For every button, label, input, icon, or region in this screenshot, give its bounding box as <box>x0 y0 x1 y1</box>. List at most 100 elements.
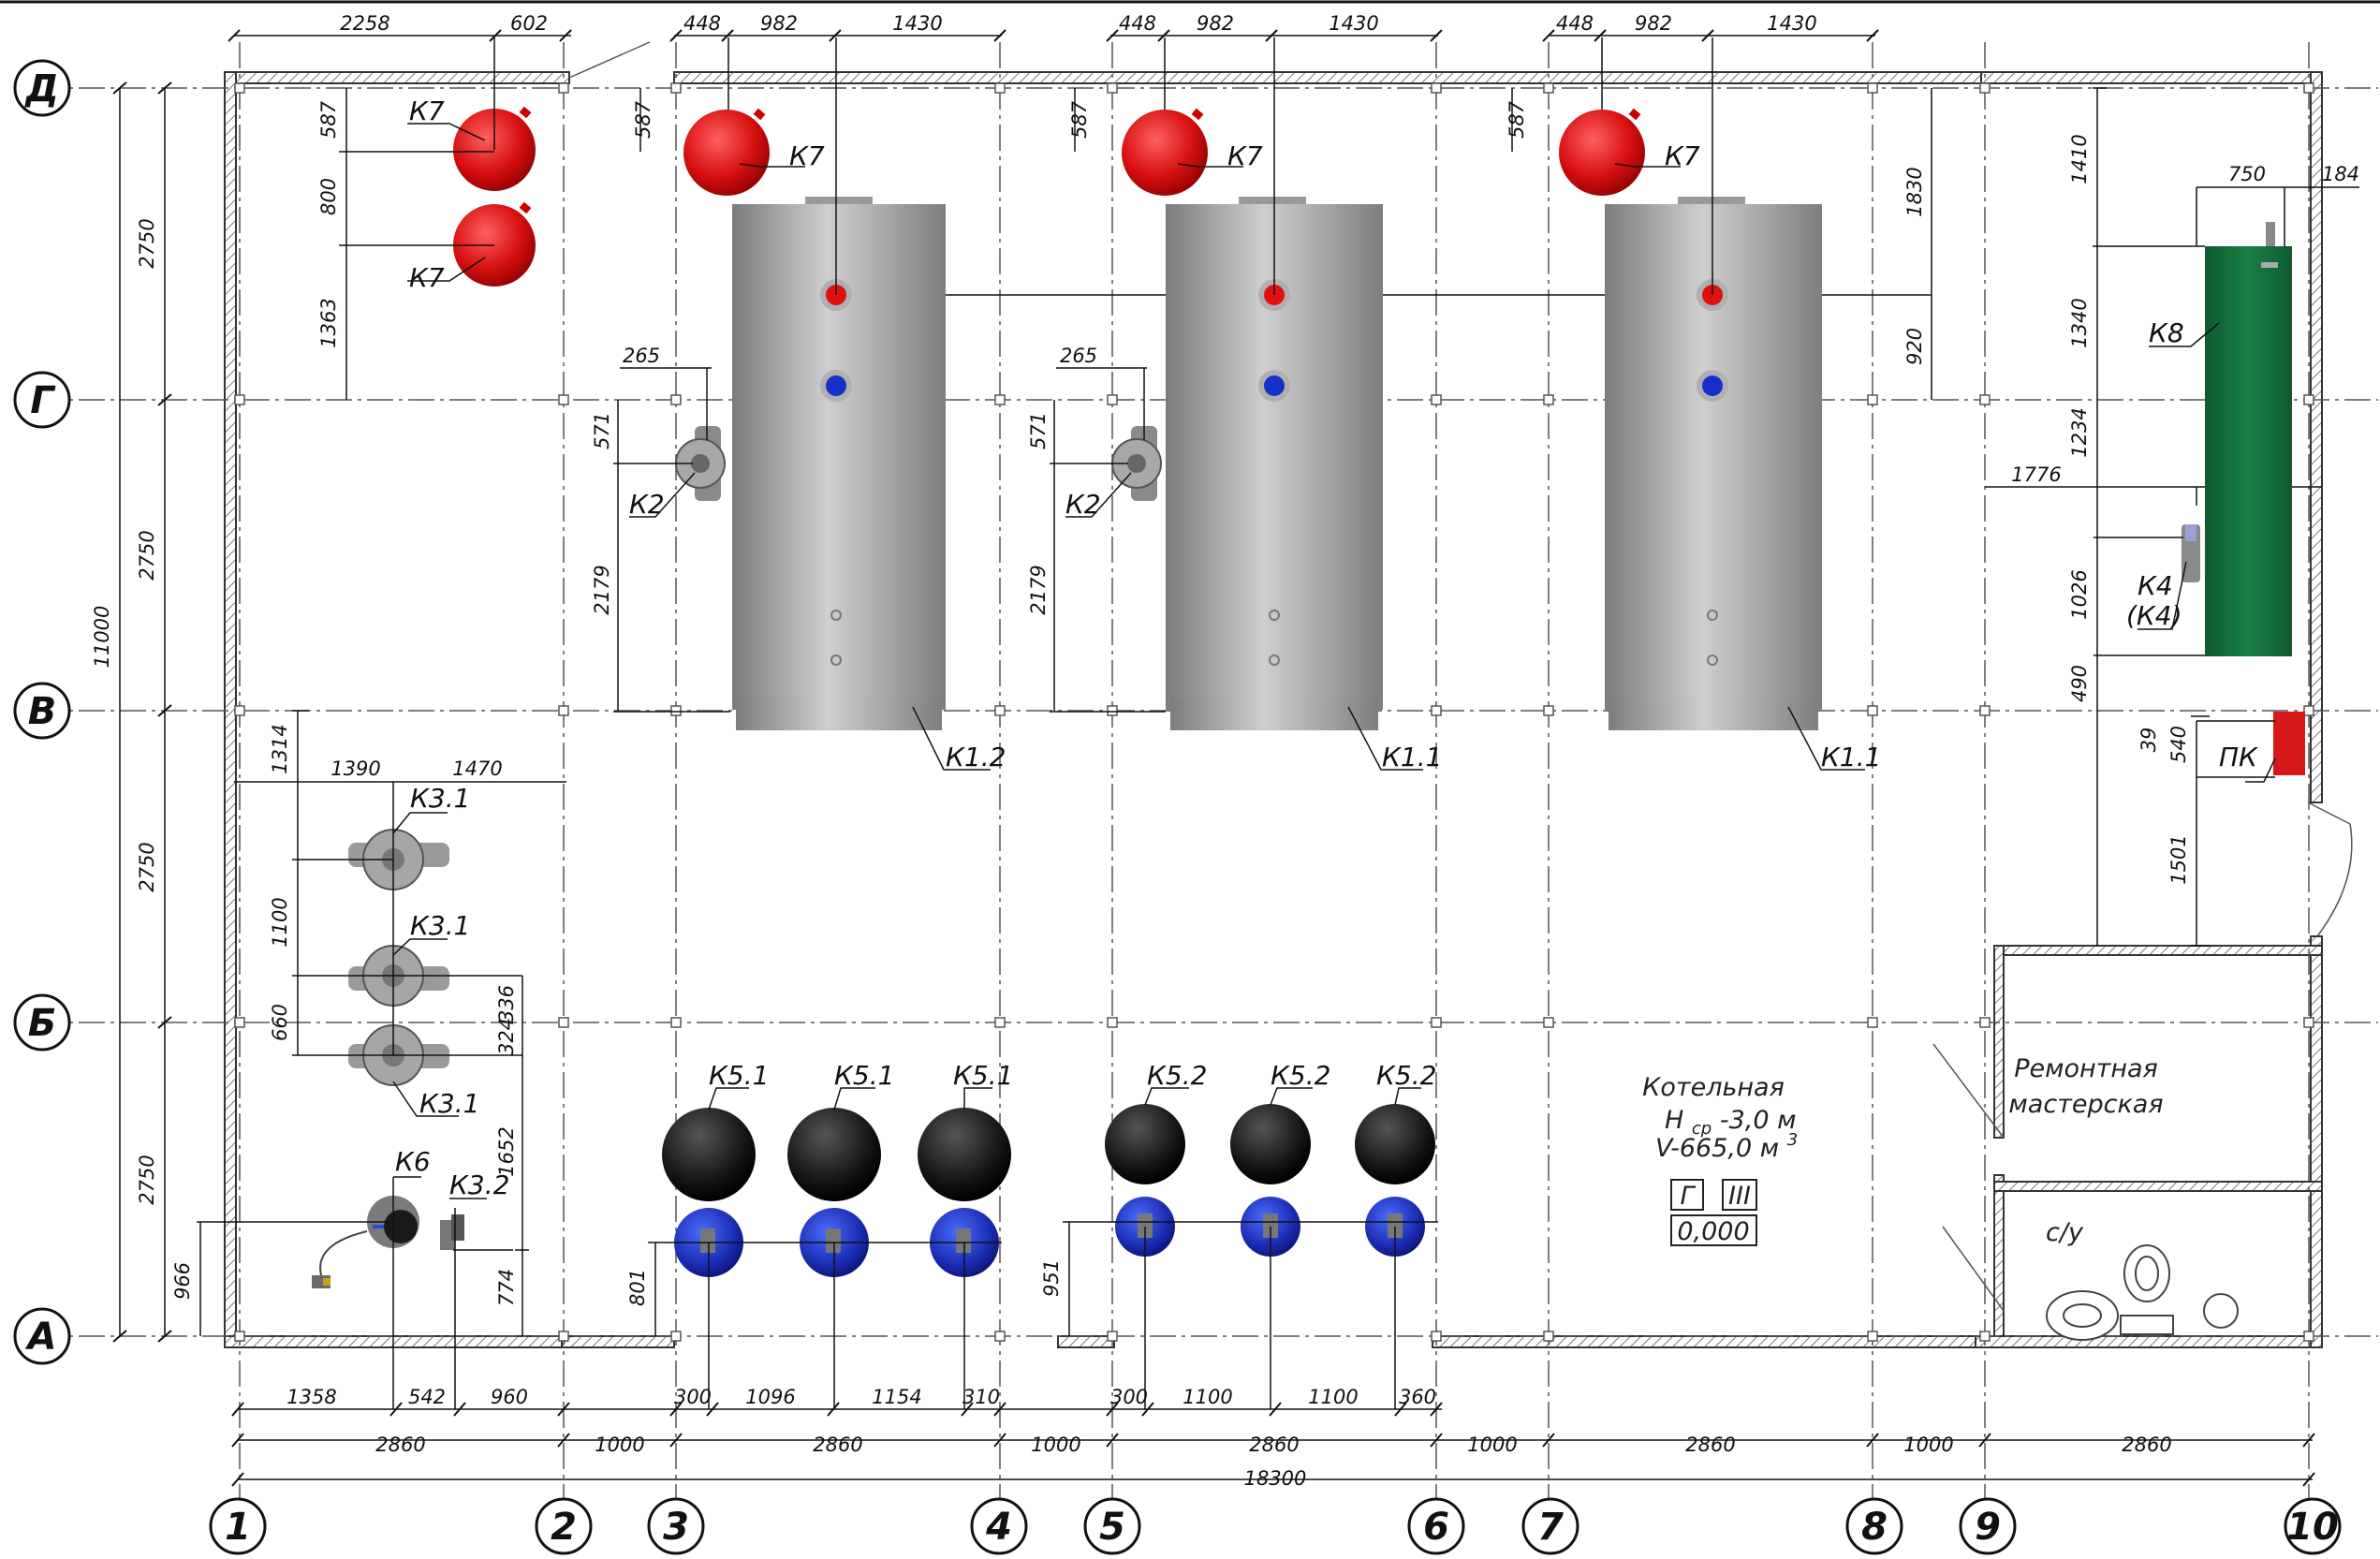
dim-right-490: 490 <box>2068 665 2091 702</box>
dim-filter-951: 951 <box>1040 1259 1063 1297</box>
axis-label-9: 9 <box>1975 1506 2001 1549</box>
dim-top-t1-448: 448 <box>683 12 721 35</box>
label-k1-1-b: К1.1 <box>1821 742 1881 772</box>
dim-bottom-300a: 300 <box>674 1386 712 1408</box>
axis-label-a: А <box>25 1316 57 1359</box>
dim-left-2750b: 2750 <box>136 530 158 580</box>
label-k3-2: К3.2 <box>449 1169 509 1200</box>
dim-right-39: 39 <box>2138 728 2160 753</box>
dim-right-1026: 1026 <box>2068 569 2091 619</box>
axis-label-d: Д <box>23 67 59 110</box>
dim-bottom-1358: 1358 <box>286 1386 336 1408</box>
axis-label-g: Г <box>30 379 56 422</box>
boiler-k1-2 <box>732 197 946 730</box>
dim-right-1776: 1776 <box>2011 463 2061 486</box>
axis-bubbles-horizontal <box>209 1497 2342 1555</box>
dimension-texts: 1358 542 960 300 1096 1154 310 300 1100 … <box>91 12 2359 1490</box>
dim-bottom-300b: 300 <box>1110 1386 1148 1408</box>
category-box <box>1670 1179 1704 1211</box>
room-h-label: Н <box>1665 1106 1683 1135</box>
label-k5-2-c: К5.2 <box>1376 1060 1436 1091</box>
label-k7-3: К7 <box>789 140 825 171</box>
filters-k5-2 <box>1105 1104 1435 1257</box>
label-k1-2: К1.2 <box>946 742 1006 772</box>
axis-label-3: 3 <box>663 1506 689 1549</box>
dim-k6-966: 966 <box>171 1262 194 1300</box>
dim-exp-587: 587 <box>317 100 340 139</box>
dim-tank3-587: 587 <box>1506 100 1528 139</box>
room-workshop-1: Ремонтная <box>2014 1054 2158 1083</box>
walls <box>224 41 2353 1348</box>
axis-label-1: 1 <box>225 1506 251 1549</box>
dim-right-1340: 1340 <box>2068 298 2091 347</box>
dim-bottom-542: 542 <box>408 1386 446 1408</box>
dim-tank2-587: 587 <box>1068 100 1091 139</box>
room-level: 0,000 <box>1677 1217 1749 1246</box>
dim-top-t1-1430: 1430 <box>892 12 942 35</box>
k2-leaders <box>613 368 1166 713</box>
dim-top-t2-448: 448 <box>1119 12 1156 35</box>
axis-label-8: 8 <box>1861 1506 1888 1549</box>
dim-span-3: 2860 <box>1249 1434 1299 1456</box>
dim-left-2750a: 2750 <box>136 218 158 268</box>
dim-bottom-360: 360 <box>1399 1386 1436 1408</box>
pump-k2-a <box>675 426 726 501</box>
dim-top-t3-982: 982 <box>1635 12 1672 35</box>
label-k5-1-b: К5.1 <box>834 1060 894 1091</box>
dim-left-2750d: 2750 <box>136 1155 158 1204</box>
dimension-ticks <box>112 29 2315 1487</box>
dim-span-4: 2860 <box>1685 1434 1735 1456</box>
dim-right-750: 750 <box>2228 163 2266 185</box>
dim-top-t1-982: 982 <box>760 12 798 35</box>
boiler-k1-1b <box>1605 197 1822 730</box>
label-k7-4: К7 <box>1227 140 1263 171</box>
dim-k3-660: 660 <box>269 1004 291 1041</box>
label-k5-1-c: К5.1 <box>953 1060 1013 1091</box>
k3-leaders <box>292 710 522 1117</box>
dim-right-1830: 1830 <box>1903 167 1926 216</box>
label-k5-2-b: К5.2 <box>1271 1060 1330 1091</box>
label-k3-1-a: К3.1 <box>410 783 470 814</box>
axis-label-6: 6 <box>1423 1506 1449 1549</box>
axis-label-7: 7 <box>1537 1506 1564 1549</box>
room-h-value: -3,0 м <box>1720 1106 1797 1135</box>
dim-bottom-1100b: 1100 <box>1308 1386 1358 1408</box>
dim-k2a-571: 571 <box>591 412 613 449</box>
dim-k3-1390: 1390 <box>331 757 380 780</box>
dim-right-184: 184 <box>2322 163 2359 185</box>
dim-overall-width: 18300 <box>1244 1467 1307 1490</box>
dim-bottom-310: 310 <box>962 1386 1000 1408</box>
label-k7-5: К7 <box>1665 140 1700 171</box>
dim-left-2750c: 2750 <box>136 842 158 891</box>
dim-span-5: 2860 <box>2122 1434 2171 1456</box>
label-k7-1: К7 <box>409 96 445 126</box>
unit-k8 <box>2205 222 2292 656</box>
axis-bubbles-vertical <box>13 59 71 1365</box>
label-k7-2: К7 <box>409 262 445 293</box>
label-k4-alt: (К4) <box>2126 600 2182 631</box>
dim-top-2258: 2258 <box>340 12 389 35</box>
k6-leaders <box>197 1176 529 1409</box>
label-k8: К8 <box>2149 317 2184 348</box>
dim-k2b-2179: 2179 <box>1027 565 1050 614</box>
axis-label-10: 10 <box>2286 1506 2339 1549</box>
dim-gap-1: 1000 <box>595 1434 644 1456</box>
filters-k5-1 <box>662 1108 1011 1277</box>
dim-bottom-1100a: 1100 <box>1183 1386 1232 1408</box>
fire-class-box <box>1722 1179 1757 1211</box>
dim-bottom-1096: 1096 <box>745 1386 795 1408</box>
dim-right-1234: 1234 <box>2068 407 2091 457</box>
wc-fixtures <box>2046 1244 2239 1341</box>
room-h-sub: ср <box>1692 1119 1712 1139</box>
axis-label-5: 5 <box>1099 1506 1125 1549</box>
dim-k2a-265: 265 <box>623 345 660 367</box>
dim-right-540: 540 <box>2167 726 2190 763</box>
grid-markers <box>234 82 2314 1342</box>
dim-k3-1470: 1470 <box>452 757 502 780</box>
dim-filter-801: 801 <box>626 1269 649 1306</box>
axis-label-2: 2 <box>551 1506 577 1549</box>
unit-pk <box>2273 712 2305 775</box>
dim-exp-1363: 1363 <box>317 298 340 347</box>
dim-gap-2: 1000 <box>1031 1434 1080 1456</box>
dim-top-t2-982: 982 <box>1197 12 1234 35</box>
